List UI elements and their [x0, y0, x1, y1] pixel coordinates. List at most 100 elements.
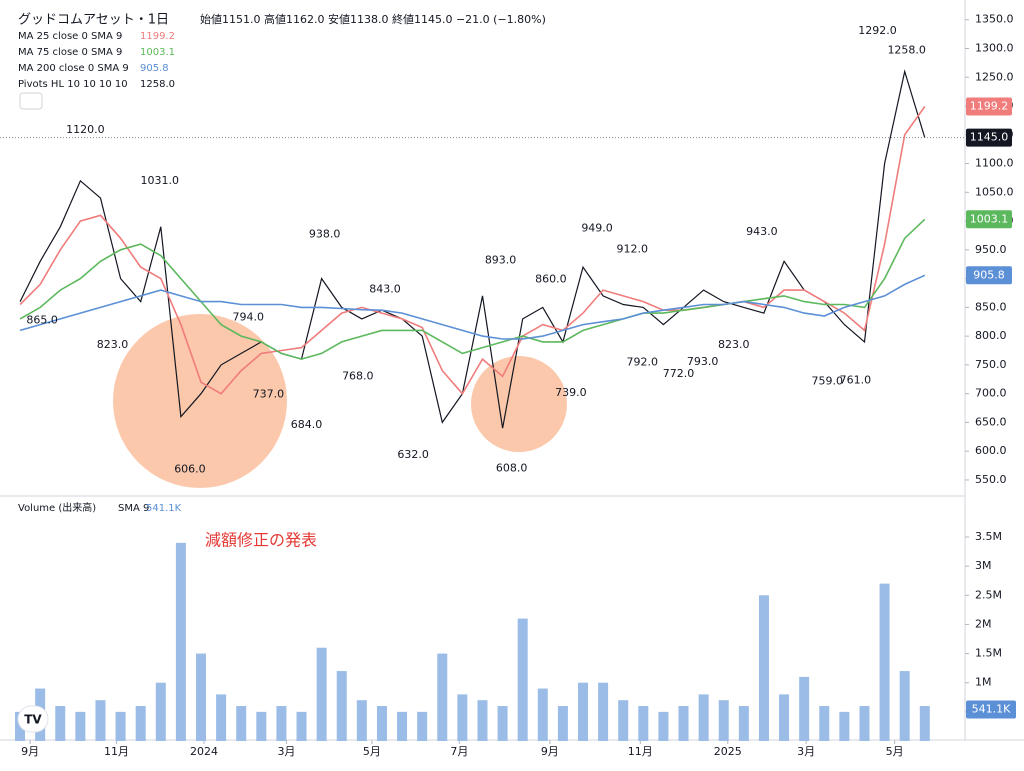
legend-value: 1199.2	[140, 31, 175, 42]
volume-bar	[899, 671, 910, 741]
volume-bar	[236, 706, 247, 741]
pivot-high-label: 938.0	[309, 228, 341, 241]
pivot-high-label: 794.0	[232, 311, 264, 324]
x-tick-label: 9月	[21, 745, 39, 758]
y-tick-label: 750.0	[975, 358, 1007, 371]
x-tick-label: 3月	[277, 745, 295, 758]
volume-bar	[718, 700, 729, 741]
legend-pivots-value: 1258.0	[140, 79, 175, 90]
y-tick-label: 600.0	[975, 444, 1007, 457]
volume-badge	[966, 700, 1016, 719]
volume-bar	[678, 706, 689, 741]
volume-bar	[175, 542, 186, 741]
volume-bar	[336, 671, 347, 741]
volume-bar	[517, 618, 528, 741]
volume-bar	[557, 706, 568, 741]
volume-bar	[115, 711, 126, 741]
collapse-button[interactable]	[19, 92, 43, 110]
volume-bar	[356, 700, 367, 741]
y-tick-label: 1100.0	[975, 157, 1014, 170]
y-tick-label: 800.0	[975, 329, 1007, 342]
y-tick-label: 700.0	[975, 387, 1007, 400]
x-tick-label: 7月	[450, 745, 468, 758]
x-tick-label: 2025	[714, 745, 742, 758]
y-tick-label: 1M	[975, 676, 992, 689]
logo[interactable]	[17, 705, 49, 733]
price-line	[19, 218, 926, 360]
price-line	[19, 69, 926, 429]
pivot-low-label: 606.0	[174, 463, 206, 476]
volume-bar	[738, 706, 749, 741]
legend-value: 1003.1	[140, 47, 175, 58]
volume-bar	[497, 706, 508, 741]
pivot-low-label: 792.0	[627, 356, 659, 369]
pivot-high-label: 949.0	[581, 221, 613, 234]
volume-bar	[155, 682, 166, 741]
y-tick-label: 850.0	[975, 300, 1007, 313]
pivot-high-label: 943.0	[746, 225, 778, 238]
volume-title: Volume (出来高)	[18, 501, 96, 514]
price-badge	[966, 128, 1012, 147]
y-tick-label: 650.0	[975, 415, 1007, 428]
y-tick-label: 3M	[975, 559, 992, 572]
pivot-low-label: 865.0	[26, 314, 58, 327]
y-tick-label: 2.5M	[975, 588, 1002, 601]
price-badge	[966, 210, 1012, 229]
pivot-low-label: 608.0	[496, 462, 528, 475]
price-badge-label: 1199.2	[970, 99, 1009, 112]
y-tick-label: 3.5M	[975, 530, 1002, 543]
volume-bar	[799, 676, 810, 741]
volume-bar	[135, 706, 146, 741]
x-tick-label: 11月	[628, 745, 653, 758]
x-tick-label: 9月	[541, 745, 559, 758]
y-tick-label: 1.5M	[975, 647, 1002, 660]
pivot-low-label: 632.0	[397, 448, 429, 461]
y-tick-label: 1050.0	[975, 185, 1014, 198]
highlight-circle	[113, 314, 287, 488]
volume-bar	[839, 711, 850, 741]
x-tick-label: 5月	[886, 745, 904, 758]
legend-pivots: Pivots HL 10 10 10 10	[18, 79, 128, 90]
volume-bar	[618, 700, 629, 741]
volume-bar	[196, 653, 206, 741]
pivot-high-label: 893.0	[485, 254, 517, 267]
volume-sma-name: SMA 9	[118, 503, 149, 514]
volume-bar	[296, 711, 307, 741]
volume-bar	[919, 706, 930, 741]
x-tick-label: 2024	[190, 745, 218, 758]
volume-bar	[75, 711, 86, 741]
volume-bar	[55, 706, 66, 741]
volume-bar	[316, 647, 327, 741]
pivot-high-label: 1258.0	[887, 44, 926, 57]
pivot-low-label: 684.0	[291, 418, 323, 431]
pivot-low-label: 768.0	[342, 370, 374, 383]
volume-bar	[216, 694, 227, 741]
volume-bar	[95, 700, 106, 741]
volume-bar	[698, 694, 709, 741]
pivot-low-label: 761.0	[840, 374, 872, 387]
volume-bar	[638, 706, 649, 741]
legend-label: MA 200 close 0 SMA 9	[18, 63, 129, 74]
logo-text: TV	[24, 713, 42, 727]
legend-label: MA 75 close 0 SMA 9	[18, 47, 122, 58]
price-badge-label: 1003.1	[970, 212, 1009, 225]
volume-bar	[779, 694, 790, 741]
pivot-low-label: 793.0	[687, 355, 719, 368]
pivot-high-label: 843.0	[369, 282, 401, 295]
volume-bar	[256, 711, 267, 741]
pivot-low-label: 772.0	[663, 367, 695, 380]
volume-bar	[758, 595, 769, 741]
y-tick-label: 1250.0	[975, 70, 1014, 83]
x-tick-label: 5月	[363, 745, 381, 758]
volume-bar	[276, 706, 287, 741]
pivot-low-label: 737.0	[253, 387, 285, 400]
y-tick-label: 1350.0	[975, 13, 1014, 26]
chart-title: グッドコムアセット・1日	[18, 13, 169, 28]
volume-bar	[397, 711, 408, 741]
y-tick-label: 2M	[975, 617, 992, 630]
volume-bar	[437, 653, 448, 741]
pivot-high-label: 860.0	[535, 273, 567, 286]
y-tick-label: 550.0	[975, 473, 1007, 486]
pivot-low-label: 739.0	[555, 386, 587, 399]
